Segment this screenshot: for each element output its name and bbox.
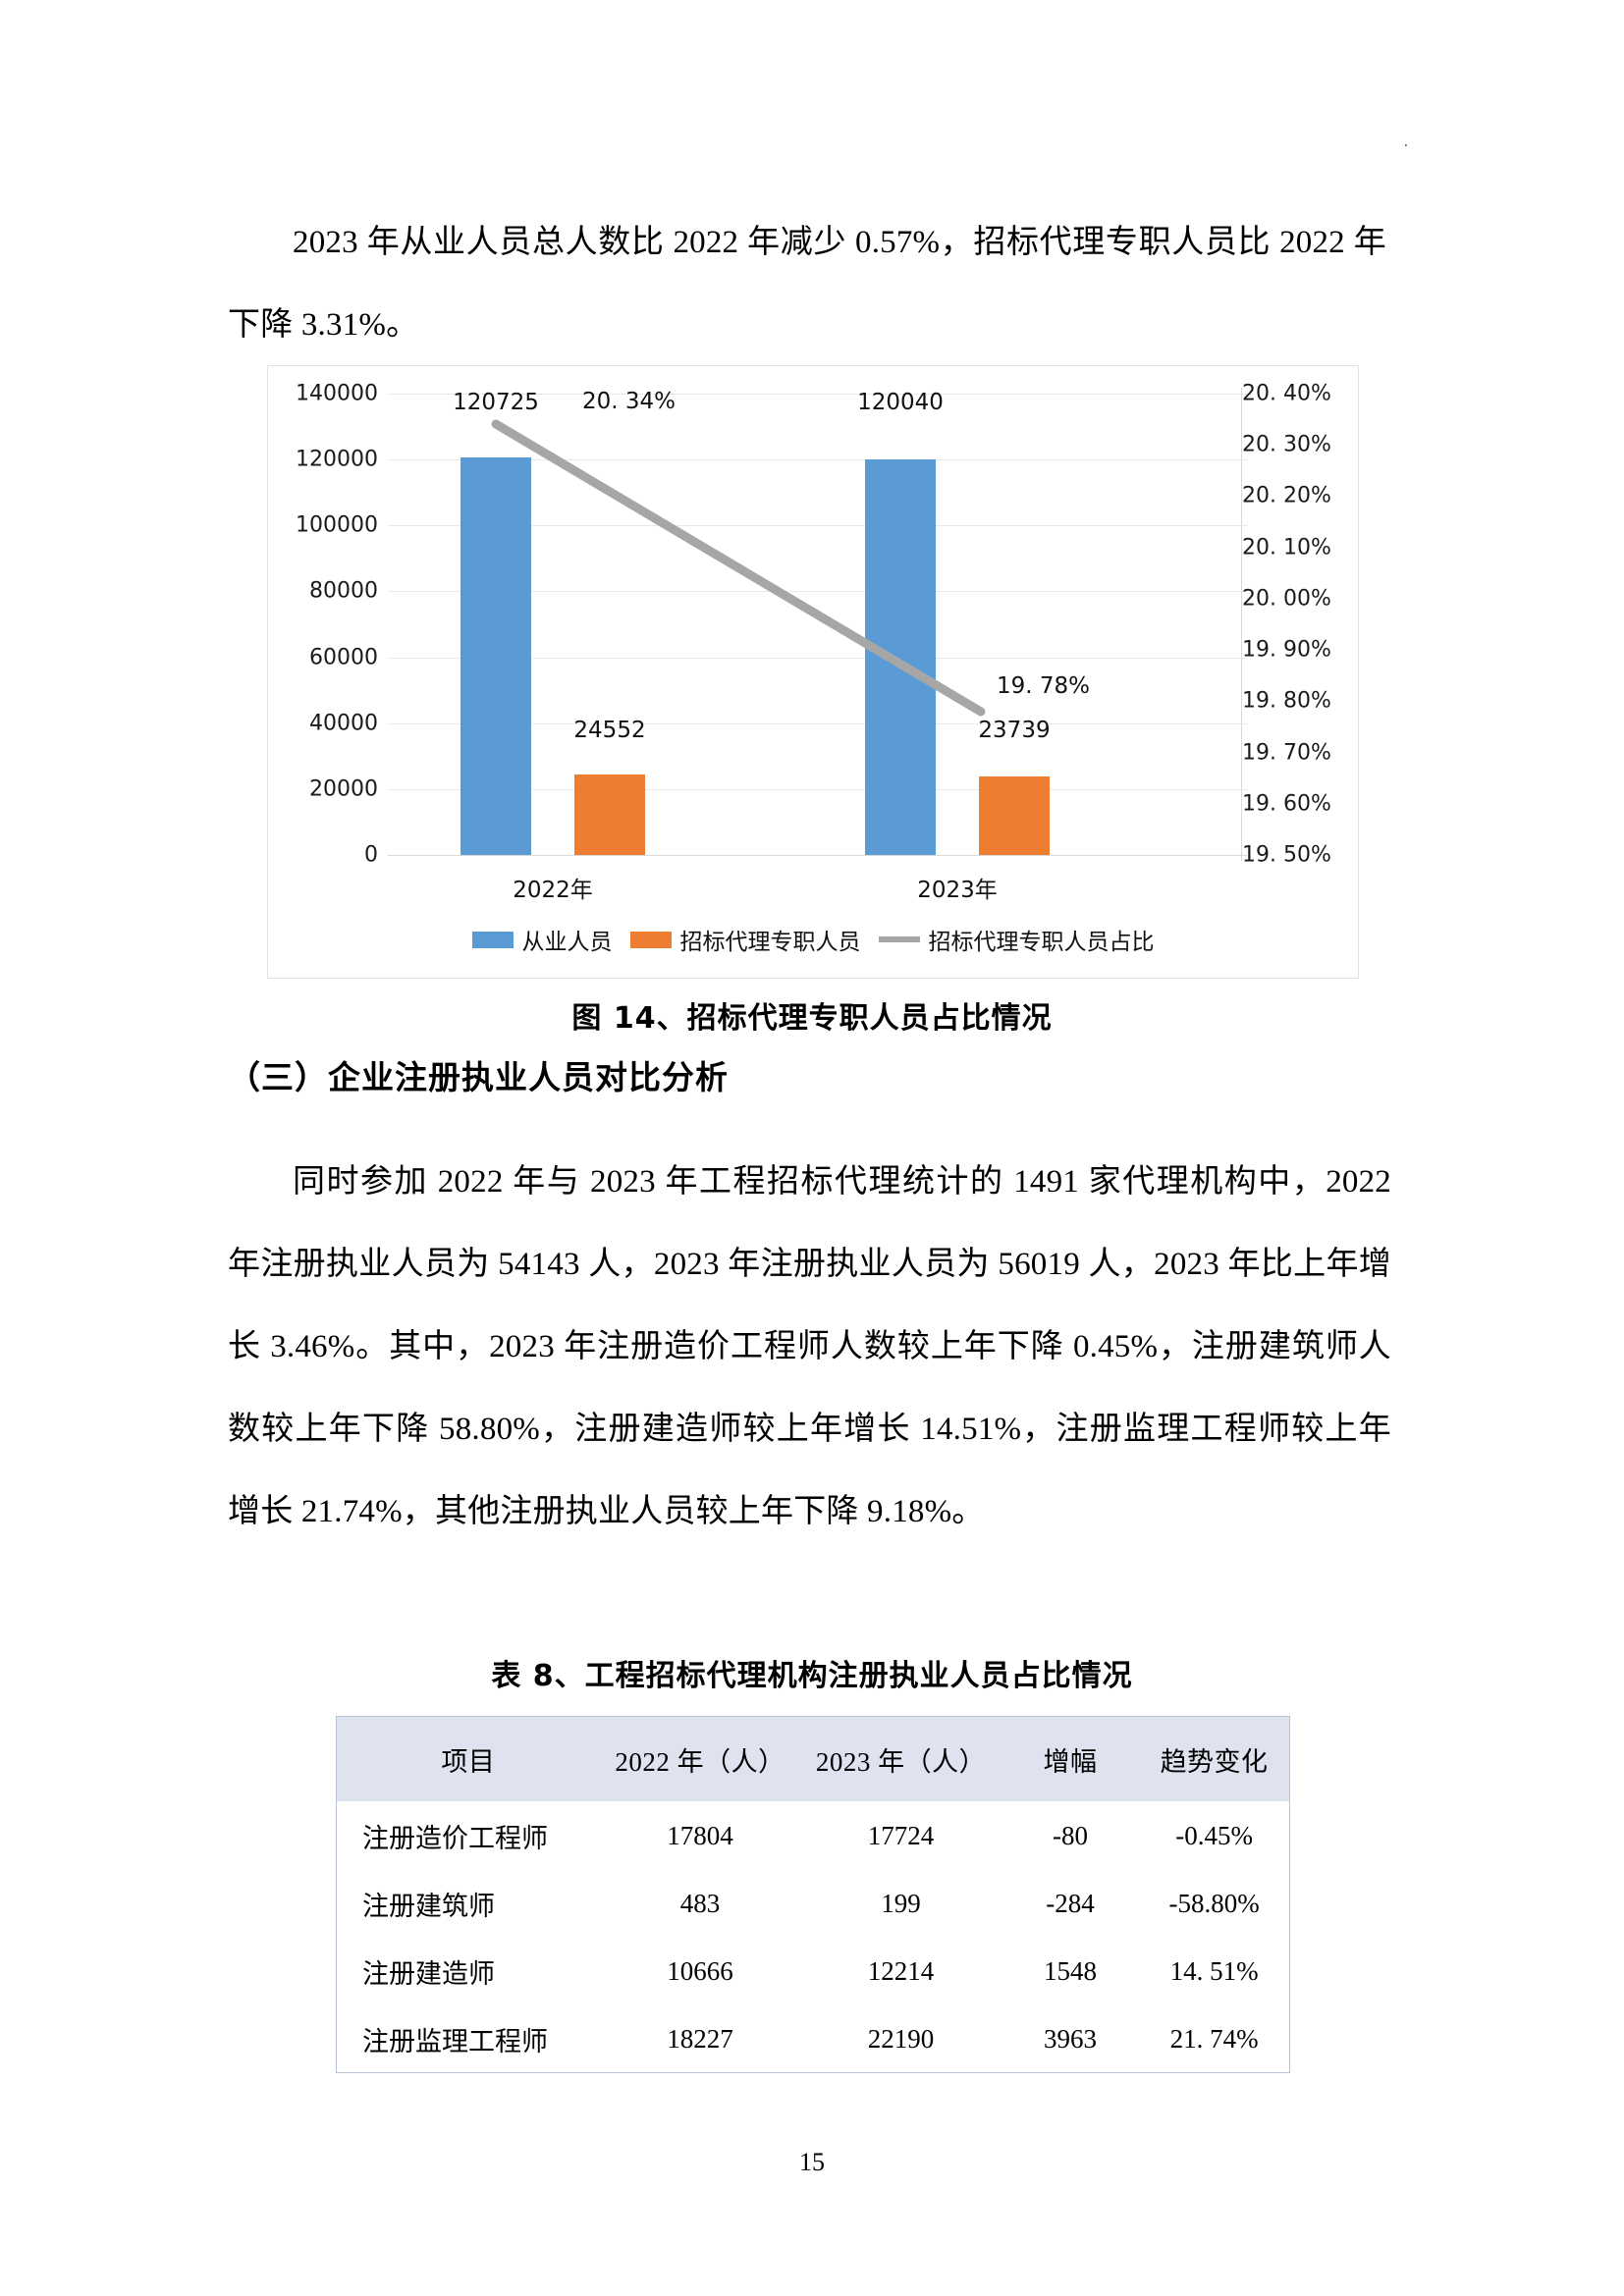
y-left-tick: 60000 <box>309 645 378 670</box>
page-number: 15 <box>799 2148 825 2176</box>
cell-name: 注册监理工程师 <box>337 2004 600 2072</box>
cell-name: 注册建筑师 <box>337 1869 600 1938</box>
table-header-2022: 2022 年（人） <box>599 1717 801 1802</box>
gridline <box>388 657 1247 659</box>
chart-y-right-axis: 20. 40% 20. 30% 20. 20% 20. 10% 20. 00% … <box>1242 382 1352 868</box>
cell-2023: 12214 <box>800 1937 1001 2005</box>
chart-y-left-axis: 140000 120000 100000 80000 60000 40000 2… <box>268 382 378 868</box>
gridline <box>388 722 1247 724</box>
bar-label-2023-employees: 120040 <box>857 390 944 415</box>
table-row: 注册造价工程师 17804 17724 -80 -0.45% <box>337 1801 1289 1870</box>
figure-14-chart: 140000 120000 100000 80000 60000 40000 2… <box>267 365 1359 979</box>
gridline <box>388 788 1247 790</box>
header-dot-mark: . <box>1404 134 1408 150</box>
y-right-tick: 20. 10% <box>1242 535 1331 561</box>
cell-trend: 21. 74% <box>1139 2004 1289 2072</box>
cell-delta: -80 <box>1001 1801 1140 1870</box>
bar-2023-agents <box>979 776 1050 855</box>
table-header-row: 项目 2022 年（人） 2023 年（人） 增幅 趋势变化 <box>337 1717 1289 1802</box>
table-header-trend: 趋势变化 <box>1139 1717 1289 1802</box>
cell-delta: 3963 <box>1001 2004 1140 2072</box>
cell-trend: -0.45% <box>1139 1801 1289 1870</box>
chart-plot-area: 120725 24552 120040 23739 20. 34% 19. 78… <box>388 389 1247 903</box>
y-right-tick: 20. 40% <box>1242 381 1331 406</box>
bar-label-2023-agents: 23739 <box>978 718 1051 743</box>
y-left-tick: 120000 <box>296 447 378 472</box>
section-heading: （三）企业注册执业人员对比分析 <box>228 1058 729 1096</box>
gridline <box>388 525 1247 527</box>
pct-label-2023: 19. 78% <box>997 673 1091 699</box>
table-header-item: 项目 <box>337 1717 600 1802</box>
y-right-tick: 19. 80% <box>1242 688 1331 714</box>
cell-trend: 14. 51% <box>1139 1937 1289 2005</box>
figure-caption: 图 14、招标代理专职人员占比情况 <box>571 1001 1053 1036</box>
chart-right-axis-divider <box>1241 388 1242 861</box>
bar-2022-agents <box>574 774 645 855</box>
table-header-delta: 增幅 <box>1001 1717 1140 1802</box>
pct-label-2022: 20. 34% <box>582 389 677 414</box>
legend-line-icon <box>878 936 920 942</box>
cell-name: 注册建造师 <box>337 1937 600 2005</box>
bar-2023-employees <box>865 459 936 855</box>
x-tick-2023: 2023年 <box>917 878 998 903</box>
trend-line-series <box>491 419 986 717</box>
cell-2022: 17804 <box>599 1801 801 1870</box>
table-header-2023: 2023 年（人） <box>800 1717 1001 1802</box>
legend-swatch-icon <box>471 931 514 948</box>
gridline <box>388 591 1247 593</box>
y-left-tick: 100000 <box>296 512 378 538</box>
legend-label: 招标代理专职人员 <box>679 930 861 955</box>
table-row: 注册监理工程师 18227 22190 3963 21. 74% <box>337 2004 1289 2072</box>
legend-item-ratio: 招标代理专职人员占比 <box>878 923 1155 956</box>
bar-2022-employees <box>460 456 531 855</box>
y-left-tick: 40000 <box>309 711 378 736</box>
cell-2022: 18227 <box>599 2004 801 2072</box>
y-right-tick: 19. 50% <box>1242 842 1331 868</box>
bar-label-2022-agents: 24552 <box>573 718 646 743</box>
legend-item-employees: 从业人员 <box>471 923 613 956</box>
table-caption: 表 8、工程招标代理机构注册执业人员占比情况 <box>491 1659 1133 1693</box>
legend-swatch-icon <box>629 931 672 948</box>
y-left-tick: 0 <box>364 842 378 868</box>
y-right-tick: 20. 30% <box>1242 432 1331 457</box>
intro-paragraph: 2023 年从业人员总人数比 2022 年减少 0.57%，招标代理专职人员比 … <box>228 225 1386 343</box>
cell-trend: -58.80% <box>1139 1869 1289 1938</box>
cell-2022: 10666 <box>599 1937 801 2005</box>
body-paragraph: 同时参加 2022 年与 2023 年工程招标代理统计的 1491 家代理机构中… <box>228 1164 1391 1529</box>
y-right-tick: 19. 90% <box>1242 637 1331 663</box>
y-right-tick: 19. 70% <box>1242 740 1331 766</box>
y-left-tick: 20000 <box>309 776 378 802</box>
gridline <box>388 394 1247 395</box>
registered-professionals-table: 项目 2022 年（人） 2023 年（人） 增幅 趋势变化 注册造价工程师 1… <box>336 1716 1290 2073</box>
table-row: 注册建筑师 483 199 -284 -58.80% <box>337 1869 1289 1938</box>
cell-name: 注册造价工程师 <box>337 1801 600 1870</box>
table-row: 注册建造师 10666 12214 1548 14. 51% <box>337 1937 1289 2005</box>
cell-2023: 199 <box>800 1869 1001 1938</box>
cell-delta: -284 <box>1001 1869 1140 1938</box>
cell-2023: 17724 <box>800 1801 1001 1870</box>
y-left-tick: 140000 <box>296 381 378 406</box>
cell-2023: 22190 <box>800 2004 1001 2072</box>
gridline <box>388 459 1247 461</box>
axis-baseline <box>388 855 1247 856</box>
x-tick-2022: 2022年 <box>513 878 593 903</box>
legend-item-agents: 招标代理专职人员 <box>629 923 861 956</box>
y-left-tick: 80000 <box>309 578 378 604</box>
cell-2022: 483 <box>599 1869 801 1938</box>
cell-delta: 1548 <box>1001 1937 1140 2005</box>
y-right-tick: 19. 60% <box>1242 791 1331 817</box>
y-right-tick: 20. 00% <box>1242 586 1331 612</box>
legend-label: 从业人员 <box>521 930 613 955</box>
chart-legend: 从业人员 招标代理专职人员 招标代理专职人员占比 <box>268 923 1358 956</box>
y-right-tick: 20. 20% <box>1242 483 1331 508</box>
bar-label-2022-employees: 120725 <box>453 390 539 415</box>
legend-label: 招标代理专职人员占比 <box>928 930 1155 955</box>
